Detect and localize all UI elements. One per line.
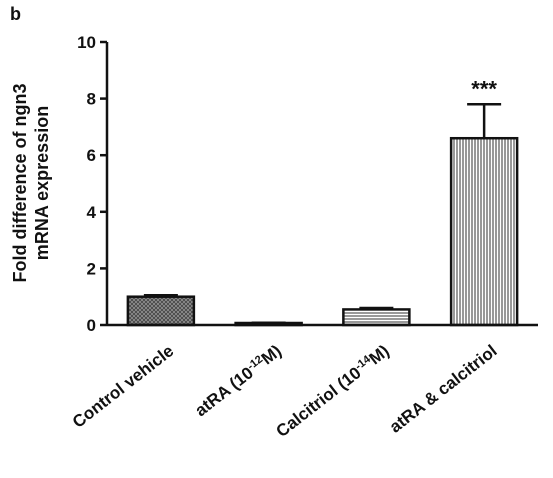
y-axis-title: Fold difference of ngn3 mRNA expression — [10, 83, 52, 282]
error-bars — [143, 103, 502, 324]
y-axis-title-line-2: mRNA expression — [32, 106, 52, 260]
bar — [449, 136, 519, 327]
bar — [126, 295, 196, 327]
y-tick-label: 0 — [87, 316, 96, 335]
bars — [126, 136, 519, 327]
y-axis-ticks: 0 2 4 6 8 10 — [77, 33, 107, 335]
significance-markers: *** — [471, 76, 497, 101]
x-tick-label: Calcitriol (10-14M) — [273, 341, 393, 441]
x-tick-label: atRA (10-12M) — [191, 341, 285, 420]
x-tick-label: atRA & calcitriol — [386, 341, 501, 436]
significance-marker: *** — [471, 76, 497, 101]
y-tick-label: 4 — [87, 203, 97, 222]
y-tick-label: 8 — [87, 90, 96, 109]
x-axis-labels: Control vehicle atRA (10-12M)Calcitriol (… — [69, 341, 501, 441]
panel-label: b — [10, 4, 21, 24]
y-tick-label: 6 — [87, 146, 96, 165]
y-tick-label: 2 — [87, 259, 96, 278]
y-tick-label: 10 — [77, 33, 96, 52]
bar — [342, 308, 411, 327]
x-tick-label: Control vehicle — [69, 341, 177, 432]
y-axis-title-line-1: Fold difference of ngn3 — [10, 83, 30, 282]
